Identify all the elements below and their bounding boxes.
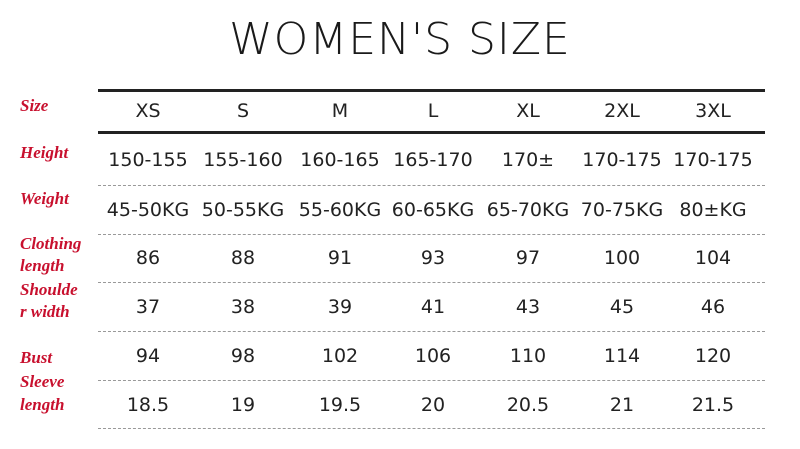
table-cell: 120 [694, 345, 732, 367]
table-cell: 21 [609, 394, 635, 416]
row-label: r width [20, 302, 70, 321]
table-cell: 38 [230, 296, 256, 318]
row-divider [98, 282, 765, 283]
table-cell: 80±KG [679, 199, 747, 221]
header-bottom-rule [98, 131, 765, 134]
size-header: L [427, 100, 439, 122]
size-header: XS [135, 100, 161, 122]
table-cell: 20.5 [506, 394, 550, 416]
row-divider [98, 428, 765, 429]
table-cell: 55-60KG [298, 199, 382, 221]
table-cell: 165-170 [393, 149, 473, 171]
row-label: length [20, 395, 65, 414]
row-divider [98, 380, 765, 381]
table-cell: 39 [327, 296, 353, 318]
row-label: Weight [20, 189, 69, 208]
table-cell: 98 [230, 345, 256, 367]
row-divider [98, 331, 765, 332]
row-divider [98, 234, 765, 235]
row-label: Height [20, 143, 69, 162]
row-divider [98, 185, 765, 186]
table-cell: 114 [603, 345, 641, 367]
table-cell: 60-65KG [391, 199, 475, 221]
table-cell: 43 [515, 296, 541, 318]
table-cell: 37 [135, 296, 161, 318]
table-cell: 94 [135, 345, 161, 367]
row-label: Bust [20, 348, 53, 367]
table-cell: 170± [501, 149, 555, 171]
table-cell: 110 [509, 345, 547, 367]
table-top-rule [98, 89, 765, 92]
row-label: Shoulde [20, 280, 78, 299]
table-cell: 41 [420, 296, 446, 318]
table-cell: 19 [230, 394, 256, 416]
table-cell: 45-50KG [106, 199, 190, 221]
size-header: M [331, 100, 349, 122]
table-cell: 46 [700, 296, 726, 318]
table-cell: 155-160 [203, 149, 283, 171]
size-header: S [236, 100, 250, 122]
table-cell: 93 [420, 247, 446, 269]
table-cell: 21.5 [691, 394, 735, 416]
table-cell: 20 [420, 394, 446, 416]
row-label: length [20, 256, 65, 275]
chart-title: WOMEN'S SIZE [229, 14, 571, 65]
size-header: 3XL [695, 100, 731, 122]
table-cell: 18.5 [126, 394, 170, 416]
table-cell: 86 [135, 247, 161, 269]
table-cell: 104 [694, 247, 732, 269]
row-label: Sleeve [20, 372, 65, 391]
table-cell: 70-75KG [580, 199, 664, 221]
table-cell: 88 [230, 247, 256, 269]
table-cell: 100 [603, 247, 641, 269]
table-cell: 150-155 [108, 149, 188, 171]
size-header: 2XL [604, 100, 640, 122]
table-cell: 170-175 [673, 149, 753, 171]
table-cell: 102 [321, 345, 359, 367]
row-label: Clothing [20, 234, 82, 253]
table-cell: 91 [327, 247, 353, 269]
table-cell: 45 [609, 296, 635, 318]
size-header: XL [516, 100, 540, 122]
table-cell: 65-70KG [486, 199, 570, 221]
table-cell: 160-165 [300, 149, 380, 171]
table-cell: 170-175 [582, 149, 662, 171]
table-cell: 106 [414, 345, 452, 367]
table-cell: 97 [515, 247, 541, 269]
row-label: Size [20, 96, 49, 115]
table-cell: 19.5 [318, 394, 362, 416]
table-cell: 50-55KG [201, 199, 285, 221]
